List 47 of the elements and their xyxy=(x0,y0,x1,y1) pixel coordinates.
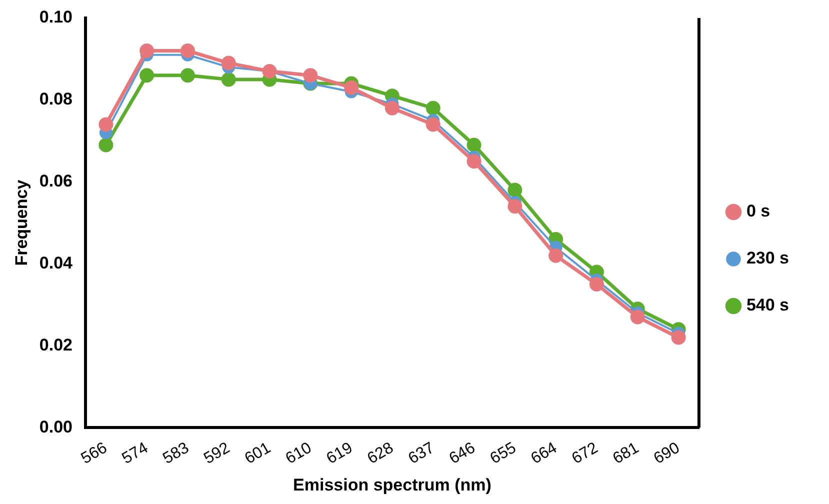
legend-label: 540 s xyxy=(746,296,790,315)
x-tick-label: 690 xyxy=(651,439,683,468)
point xyxy=(426,100,440,116)
y-tick-label: 0.04 xyxy=(39,253,74,272)
point xyxy=(630,310,645,324)
point xyxy=(671,330,686,345)
point xyxy=(466,138,482,152)
y-tick-label: 0.08 xyxy=(39,90,72,109)
x-tick-label: 646 xyxy=(446,439,478,468)
x-tick-label: 583 xyxy=(160,439,192,468)
x-tick-label: 610 xyxy=(283,439,315,468)
point xyxy=(140,44,154,58)
point xyxy=(180,68,195,83)
y-axis-title: Frequency xyxy=(12,179,31,266)
x-tick-label: 664 xyxy=(528,439,560,468)
legend-label: 0 s xyxy=(746,202,770,221)
point xyxy=(303,68,318,83)
x-tick-label: 601 xyxy=(242,439,274,468)
point xyxy=(221,56,236,70)
legend-label: 230 s xyxy=(746,248,790,268)
x-tick-label: 672 xyxy=(569,439,601,468)
point xyxy=(180,44,195,58)
y-tick-label: 0.00 xyxy=(39,417,72,436)
point xyxy=(508,199,522,214)
x-tick-label: 628 xyxy=(364,439,397,468)
y-tick-label: 0.02 xyxy=(39,335,72,354)
point xyxy=(98,117,114,132)
x-tick-label: 681 xyxy=(610,439,642,468)
x-tick-label: 655 xyxy=(487,439,520,468)
point xyxy=(548,248,564,263)
x-tick-label: 592 xyxy=(201,439,233,468)
x-tick-label: 574 xyxy=(119,439,152,468)
point xyxy=(426,117,440,132)
x-tick-label: 637 xyxy=(406,439,438,468)
y-tick-label: 0.06 xyxy=(39,172,72,191)
point xyxy=(508,182,522,198)
point xyxy=(98,138,114,152)
x-tick-label: 619 xyxy=(324,439,356,468)
y-tick-label: 0.10 xyxy=(39,8,72,27)
point xyxy=(589,277,604,292)
point xyxy=(384,100,400,116)
point xyxy=(344,80,359,95)
x-tick-label: 566 xyxy=(78,439,110,468)
point xyxy=(221,72,236,87)
x-axis-title: Emission spectrum (nm) xyxy=(293,475,492,494)
point xyxy=(140,68,154,83)
point xyxy=(466,154,482,169)
